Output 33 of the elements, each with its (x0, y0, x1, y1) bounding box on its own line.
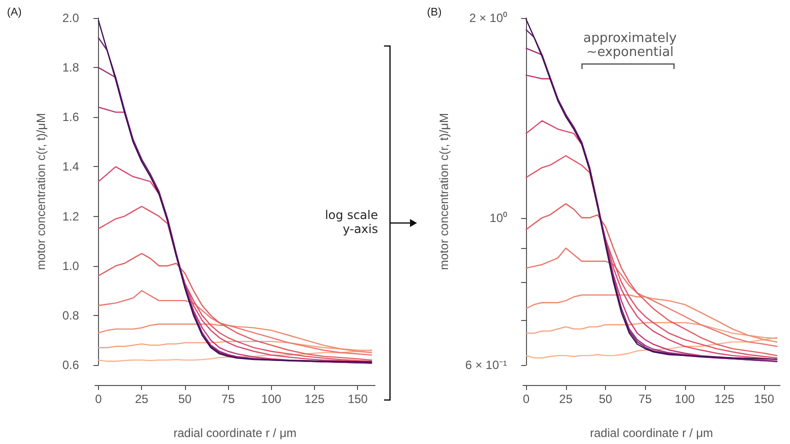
y-tick-label: 2.0 (62, 11, 80, 25)
x-tick-label: 25 (134, 392, 149, 406)
x-tick-label: 75 (221, 392, 236, 406)
y-tick-label: 1.2 (62, 209, 80, 224)
x-tick-label: 150 (754, 392, 774, 406)
x-tick-label: 0 (95, 392, 102, 406)
x-tick-label: 100 (674, 392, 696, 406)
y-axis-title: motor concentration c(r, t)/μM (437, 113, 451, 270)
x-tick-label: 0 (522, 392, 530, 406)
chart-title: (A) (7, 6, 22, 18)
annotation: approximately ~exponential (582, 31, 678, 60)
x-axis-title: radial coordinate r / μm (174, 426, 296, 440)
y-tick-label: 2 × 10⁰ (469, 11, 507, 25)
x-tick-label: 50 (178, 392, 192, 406)
x-tick-label: 125 (714, 392, 735, 406)
text: (B) (427, 6, 442, 18)
x-tick-label: 50 (598, 392, 612, 406)
x-tick-label: 100 (261, 392, 282, 406)
y-tick-label: 0.8 (62, 308, 80, 322)
y-tick-label: 0.6 (62, 358, 80, 372)
y-tick-label: 10⁰ (490, 210, 507, 225)
x-tick-label: 150 (348, 392, 368, 406)
y-tick-label: 6 × 10⁻¹ (465, 358, 507, 372)
annotation: log scale y-axis (324, 208, 378, 236)
y-tick-label: 1.6 (62, 110, 80, 124)
x-axis-title: radial coordinate r / μm (590, 426, 713, 440)
x-tick-label: 25 (559, 392, 573, 406)
x-tick-label: 75 (638, 392, 652, 406)
y-tick-label: 1.8 (62, 60, 80, 75)
y-tick-label: 1.0 (62, 258, 80, 273)
y-axis-title: motor concentration c(r, t)/μM (34, 113, 48, 270)
y-tick-label: 1.4 (62, 160, 80, 174)
x-tick-label: 125 (304, 392, 325, 406)
